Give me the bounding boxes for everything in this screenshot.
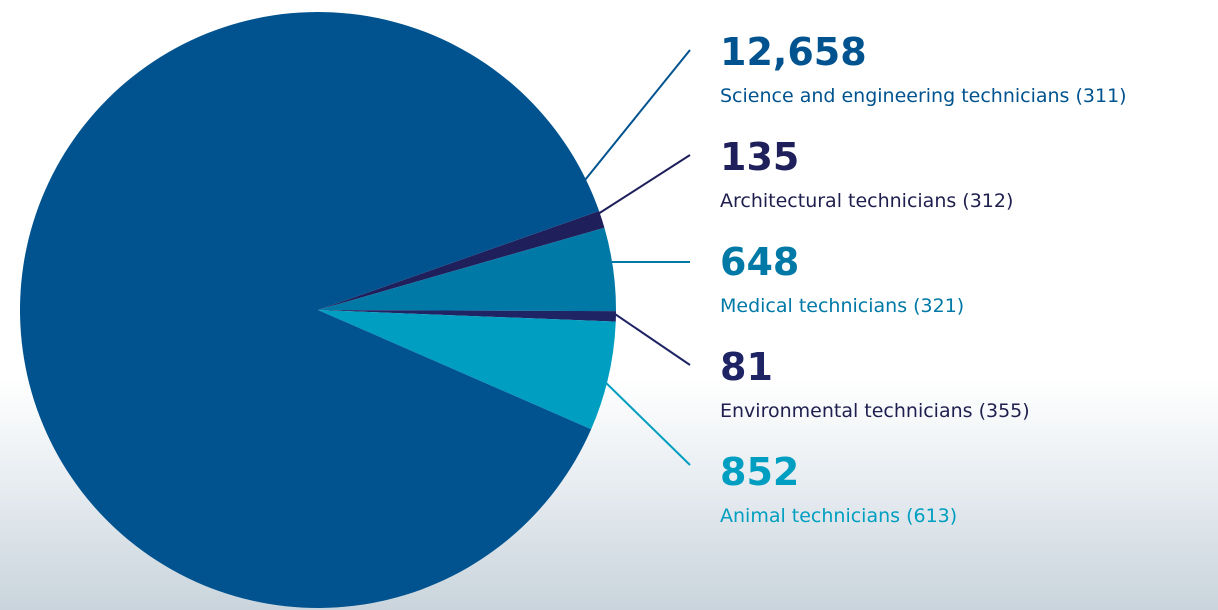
leader-line: [611, 311, 691, 366]
category-label: Science and engineering technicians (311…: [720, 85, 1127, 107]
pie-slice: [318, 211, 605, 310]
value-label: 81: [720, 345, 773, 389]
pie-slice: [318, 310, 616, 430]
pie-slice: [318, 227, 616, 312]
pie-slice: [20, 12, 600, 609]
category-label: Medical technicians (321): [720, 295, 964, 317]
value-label: 852: [720, 450, 799, 494]
category-label: Architectural technicians (312): [720, 190, 1013, 212]
leader-line: [597, 154, 691, 215]
category-label: Environmental technicians (355): [720, 400, 1030, 422]
leader-line: [584, 49, 691, 181]
value-label: 648: [720, 240, 799, 284]
value-label: 12,658: [720, 30, 867, 74]
category-label: Animal technicians (613): [720, 505, 957, 527]
pie-slice: [318, 310, 616, 322]
leader-line: [599, 376, 691, 466]
value-label: 135: [720, 135, 799, 179]
